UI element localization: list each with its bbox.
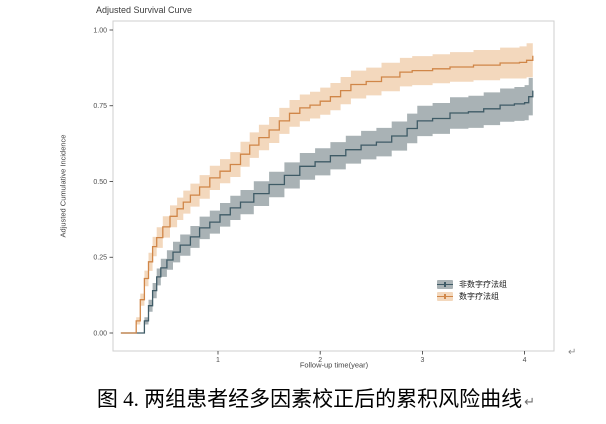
x-axis-tick-label: 4 <box>523 357 527 364</box>
legend-label: 非数字疗法组 <box>459 279 507 289</box>
legend-censor-tick-icon <box>444 281 446 287</box>
legend-key-swatch-icon <box>437 279 453 289</box>
confidence-band-non-digital-group <box>120 70 533 333</box>
caption-text: 图 4. 两组患者经多因素校正后的累积风险曲线 <box>96 387 523 411</box>
x-axis-tick-label: 3 <box>420 357 424 364</box>
legend-censor-tick-icon <box>444 293 446 299</box>
legend: 非数字疗法组 数字疗法组 <box>437 279 507 303</box>
figure-caption: 图 4. 两组患者经多因素校正后的累积风险曲线 ↵ <box>0 383 606 413</box>
legend-label: 数字疗法组 <box>459 291 499 301</box>
legend-item-non-digital-group: 非数字疗法组 <box>437 279 507 289</box>
x-axis-tick-label: 2 <box>318 357 322 364</box>
x-axis-title: Follow-up time(year) <box>299 360 369 370</box>
confidence-band-digital-group <box>120 37 533 333</box>
y-axis-tick-label: 1.00 <box>93 27 107 34</box>
legend-key-swatch-icon <box>437 291 453 301</box>
y-axis-title: Adjusted Cumulative Incidence <box>58 134 68 238</box>
survival-curve-digital-group <box>120 55 534 334</box>
survival-curve-chart: 0.00 0.25 0.50 0.75 1.00 1 2 3 4 <box>93 20 555 364</box>
y-axis-tick-label: 0.00 <box>93 330 107 337</box>
y-axis-tick-label: 0.25 <box>93 255 107 262</box>
paragraph-mark: ↵ <box>568 347 577 358</box>
x-axis-tick-label: 1 <box>216 357 220 364</box>
paragraph-mark: ↵ <box>524 394 536 409</box>
survival-curve-non-digital-group <box>120 90 534 334</box>
y-axis-tick-label: 0.75 <box>93 103 107 110</box>
legend-item-digital-group: 数字疗法组 <box>437 291 507 301</box>
chart-title: Adjusted Survival Curve <box>96 5 193 15</box>
y-axis-tick-label: 0.50 <box>93 179 107 186</box>
